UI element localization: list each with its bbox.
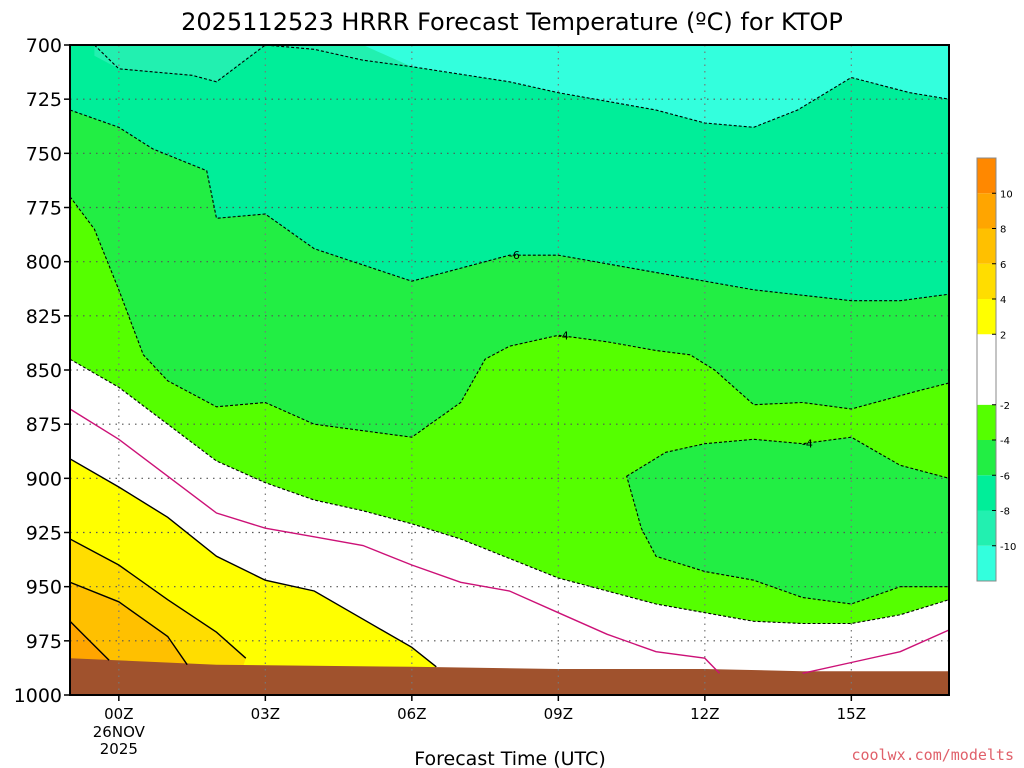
contour-line-1 <box>70 109 949 302</box>
x-tick-label-09Z: 09Z <box>544 705 573 723</box>
contour-line-7 <box>70 458 437 668</box>
colorbar-band-9 <box>977 193 996 229</box>
y-tick-label-775: 775 <box>26 198 62 220</box>
colorbar-band-6 <box>977 299 996 335</box>
colorbar-label--4: -4 <box>1000 436 1010 447</box>
contour-label-3: -4 <box>558 329 569 342</box>
contour-line-8 <box>70 538 247 659</box>
x-tick-date-label: 26NOV <box>93 723 146 741</box>
colorbar-band-1 <box>977 510 996 546</box>
y-tick-label-825: 825 <box>26 306 62 328</box>
region-10 <box>70 658 949 695</box>
y-tick-label-875: 875 <box>26 414 62 436</box>
contour-labels: -6 -4 -4 <box>509 249 813 451</box>
contour-line-4 <box>626 436 949 605</box>
colorbar-label-2: 2 <box>1000 330 1006 341</box>
x-tick-label-03Z: 03Z <box>251 705 280 723</box>
colorbar-label--6: -6 <box>1000 471 1010 482</box>
y-tick-label-800: 800 <box>26 252 62 274</box>
contour-line-5 <box>70 408 721 674</box>
colorbar-band-0 <box>977 545 996 581</box>
contour-line-0 <box>94 45 949 128</box>
colorbar-band-7 <box>977 263 996 299</box>
colorbar-band-10 <box>977 158 996 194</box>
y-tick-label-850: 850 <box>26 360 62 382</box>
colorbar-label--2: -2 <box>1000 401 1010 412</box>
x-tick-year-label: 2025 <box>100 740 138 758</box>
colorbar-label-6: 6 <box>1000 260 1006 271</box>
y-axis: 700 725 750 775 800 825 850 875 900 925 950 975 1000 <box>14 35 70 707</box>
y-tick-label-975: 975 <box>26 631 62 653</box>
y-tick-label-925: 925 <box>26 523 62 545</box>
credit-text: coolwx.com/modelts <box>851 746 1014 764</box>
x-tick-label-12Z: 12Z <box>690 705 719 723</box>
chart-title: 2025112523 HRRR Forecast Temperature (ºC… <box>181 8 843 36</box>
x-tick-label-06Z: 06Z <box>397 705 426 723</box>
y-tick-label-750: 750 <box>26 143 62 165</box>
colorbar-label-10: 10 <box>1000 189 1013 200</box>
colorbar-label--8: -8 <box>1000 507 1010 518</box>
colorbar-band-2 <box>977 475 996 511</box>
y-tick-label-700: 700 <box>26 35 62 57</box>
contour-label-2: -6 <box>509 249 520 262</box>
contour-lines <box>70 45 949 674</box>
colorbar-label-8: 8 <box>1000 225 1006 236</box>
colorbar-band-5 <box>977 334 996 405</box>
colorbar: 10 8 6 4 2 -2 -4 -6 -8 -10 <box>976 157 1016 582</box>
colorbar-band-8 <box>977 228 996 264</box>
y-tick-label-900: 900 <box>26 468 62 490</box>
contour-line-6 <box>802 629 949 674</box>
grid-lines <box>70 45 949 695</box>
y-tick-label-1000: 1000 <box>14 685 62 707</box>
filled-temperature-regions <box>70 45 949 695</box>
region-1 <box>363 45 949 128</box>
x-axis-title: Forecast Time (UTC) <box>414 748 605 768</box>
x-tick-label-15Z: 15Z <box>837 705 866 723</box>
contour-line-2 <box>70 196 949 438</box>
colorbar-band-3 <box>977 440 996 476</box>
y-tick-label-950: 950 <box>26 577 62 599</box>
y-tick-label-725: 725 <box>26 89 62 111</box>
colorbar-band-4 <box>977 404 996 440</box>
contour-line-9 <box>70 581 188 666</box>
contour-line-10 <box>70 620 110 661</box>
colorbar-label-4: 4 <box>1000 295 1006 306</box>
x-tick-label-00Z: 00Z <box>104 705 133 723</box>
colorbar-label--10: -10 <box>1000 542 1016 553</box>
colorbar-frame <box>976 157 997 582</box>
contour-label-4: -4 <box>802 438 813 451</box>
